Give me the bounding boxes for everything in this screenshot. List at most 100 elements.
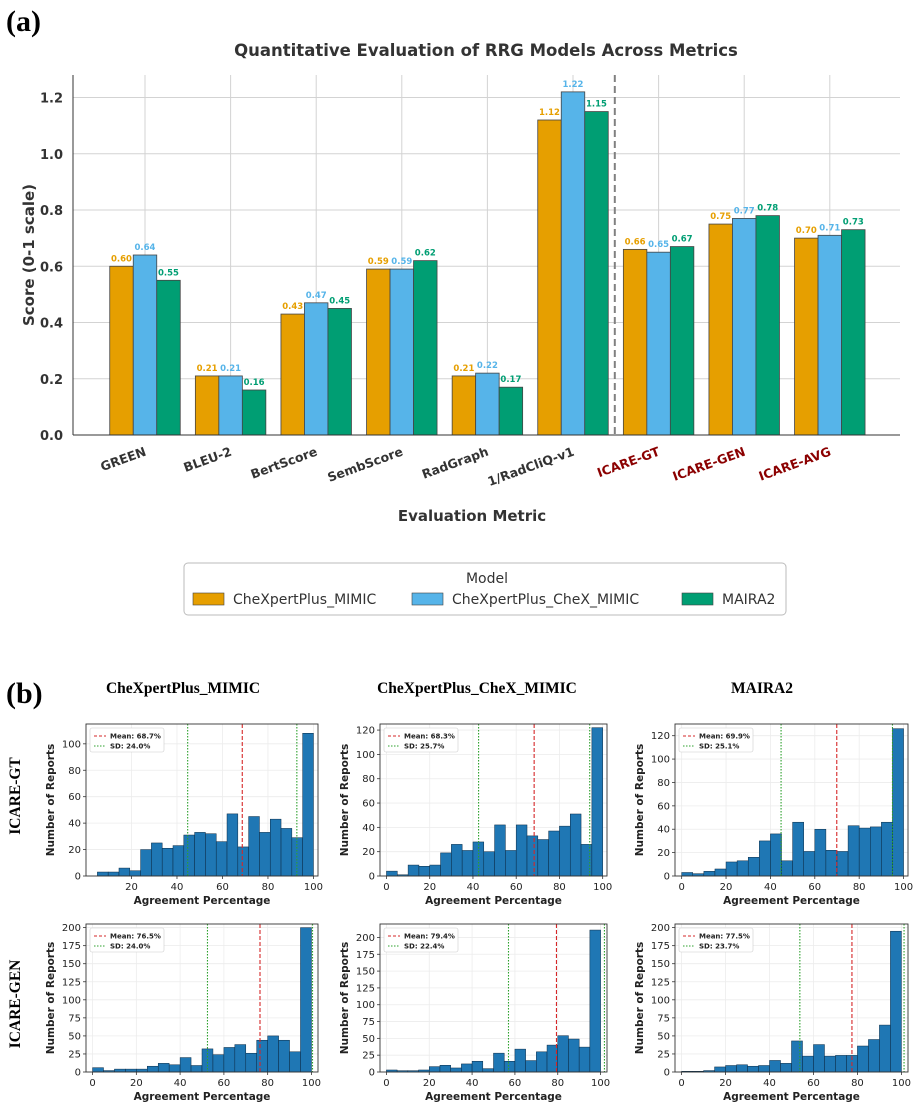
- hist-y-tick-label: 125: [651, 977, 670, 988]
- hist-bar: [223, 1047, 236, 1073]
- hist-y-axis-label: Number of Reports: [45, 942, 57, 1055]
- hist-bar: [813, 1044, 825, 1073]
- bar-chexpertplus-chex-mimic-icare-gt: [646, 251, 671, 436]
- bar-value-label: 0.47: [306, 291, 327, 301]
- hist-y-tick-label: 50: [68, 1031, 81, 1042]
- bar-maira2-icare-gen: [755, 215, 780, 436]
- hist-x-tick-label: 80: [551, 1078, 564, 1089]
- hist-bar: [267, 1035, 279, 1073]
- x-tick-label-radgraph: RadGraph: [420, 444, 491, 482]
- hist-bar: [847, 825, 860, 877]
- histogram-grid-titles: CheXpertPlus_MIMIC CheXpertPlus_CheX_MIMI…: [7, 680, 793, 1048]
- hist-x-tick-label: 60: [216, 882, 229, 893]
- hist-frame: [85, 723, 319, 877]
- hist-y-tick-label: 20: [657, 848, 670, 859]
- hist-x-tick-label: 20: [720, 882, 733, 893]
- hist-x-tick-label: 60: [509, 1078, 522, 1089]
- y-tick-label: 1.0: [40, 148, 63, 163]
- column-title-maira2: MAIRA2: [731, 680, 793, 697]
- hist-legend-mean-label: Mean: 76.5%: [110, 933, 161, 941]
- hist-bar: [802, 1055, 814, 1073]
- legend-swatch-chexpertplus-mimic: [192, 592, 225, 606]
- legend-title: Model: [466, 571, 508, 587]
- bar-value-label: 0.45: [329, 296, 350, 306]
- hist-y-axis-label: Number of Reports: [339, 942, 351, 1055]
- hist-y-tick-label: 175: [651, 941, 670, 952]
- hist-y-tick-label: 25: [657, 1049, 670, 1060]
- hist-frame: [379, 723, 608, 877]
- hist-y-tick-label: 50: [657, 1031, 670, 1042]
- hist-x-axis-label: Agreement Percentage: [134, 895, 271, 907]
- hist-bar: [482, 1068, 494, 1073]
- x-tick-label-icare-gt: ICARE-GT: [595, 444, 662, 481]
- hist-frame: [674, 923, 909, 1073]
- hist-bar: [569, 813, 582, 877]
- bar-value-label: 1.12: [539, 108, 560, 118]
- legend-swatch-maira2: [681, 592, 714, 606]
- y-tick-label: 0.8: [40, 204, 63, 219]
- hist-x-axis-label: Agreement Percentage: [425, 895, 562, 907]
- histogram-icare-gt-chexpertplus-chex-mimic: 0 20 40 60 80 100 120 0 20 40 60 80 100 Agreement Per…: [339, 723, 612, 907]
- hist-bar: [526, 835, 539, 877]
- hist-bar: [591, 727, 603, 877]
- x-tick-label-icare-gen: ICARE-GEN: [671, 444, 748, 484]
- hist-y-tick-label: 0: [369, 1068, 375, 1079]
- y-axis-label: Score (0-1 scale): [20, 184, 38, 326]
- hist-x-tick-label: 40: [466, 1078, 479, 1089]
- hist-bar: [681, 872, 694, 877]
- hist-bar: [858, 827, 871, 877]
- hist-bar: [147, 1065, 159, 1073]
- hist-x-tick-label: 60: [510, 882, 523, 893]
- hist-x-tick-label: 20: [125, 882, 138, 893]
- hist-legend-mean-label: Mean: 69.9%: [699, 733, 750, 741]
- hist-bar: [151, 842, 163, 877]
- bar-value-label: 1.22: [563, 80, 584, 90]
- bar-chexpertplus-mimic-bleu-2: [194, 375, 220, 436]
- hist-bar: [792, 821, 804, 877]
- hist-bar: [791, 1040, 803, 1073]
- column-title-chexpertplus-chex-mimic: CheXpertPlus_CheX_MIMIC: [377, 680, 577, 697]
- legend-label-chexpertplus-mimic: CheXpertPlus_MIMIC: [233, 592, 377, 608]
- hist-bar: [736, 860, 749, 877]
- bar-value-label: 1.15: [586, 100, 607, 110]
- hist-x-tick-label: 20: [423, 882, 436, 893]
- hist-y-tick-label: 25: [68, 1049, 81, 1060]
- bar-value-label: 0.67: [672, 235, 693, 245]
- bar-value-label: 0.22: [477, 361, 498, 371]
- bar-maira2-1-radcliq-v1: [584, 111, 609, 436]
- hist-x-tick-label: 80: [261, 1078, 274, 1089]
- bar-maira2-green: [156, 279, 181, 436]
- hist-bar: [758, 1065, 770, 1073]
- hist-bar: [803, 851, 816, 877]
- hist-x-tick-label: 80: [553, 882, 566, 893]
- hist-bar: [857, 1045, 869, 1073]
- bar-chexpertplus-chex-mimic-sembscore: [389, 268, 414, 436]
- chart-title: Quantitative Evaluation of RRG Models Ac…: [234, 41, 738, 60]
- bar-value-label: 0.60: [111, 254, 132, 264]
- hist-bar: [205, 833, 217, 877]
- hist-bar: [161, 847, 174, 877]
- bar-value-label: 0.78: [757, 204, 778, 214]
- hist-bar: [494, 824, 506, 877]
- histogram-grid: 0 20 40 60 80 100 20 40 60 80 100 Agreement Percent…: [45, 723, 913, 1103]
- hist-bar: [215, 841, 228, 877]
- hist-x-tick-label: 60: [808, 882, 821, 893]
- hist-y-tick-label: 175: [62, 941, 81, 952]
- legend-swatch-chexpertplus-chex-mimic: [411, 592, 444, 606]
- bar-maira2-bleu-2: [241, 389, 267, 436]
- hist-x-tick-label: 0: [383, 1078, 389, 1089]
- hist-x-tick-label: 100: [591, 1078, 610, 1089]
- hist-bar: [168, 1064, 181, 1073]
- hist-bar: [548, 830, 560, 877]
- hist-bar: [525, 1060, 537, 1073]
- hist-bar: [714, 868, 727, 877]
- hist-y-tick-label: 60: [68, 792, 81, 803]
- hist-bar: [234, 1044, 247, 1073]
- bar-chexpertplus-chex-mimic-bertscore: [304, 302, 329, 436]
- hist-bar: [212, 1054, 225, 1073]
- hist-x-tick-label: 80: [851, 1078, 864, 1089]
- hist-bar: [483, 851, 495, 877]
- hist-bar: [280, 828, 293, 877]
- bar-value-label: 0.21: [220, 364, 241, 374]
- hist-bar: [471, 1060, 484, 1073]
